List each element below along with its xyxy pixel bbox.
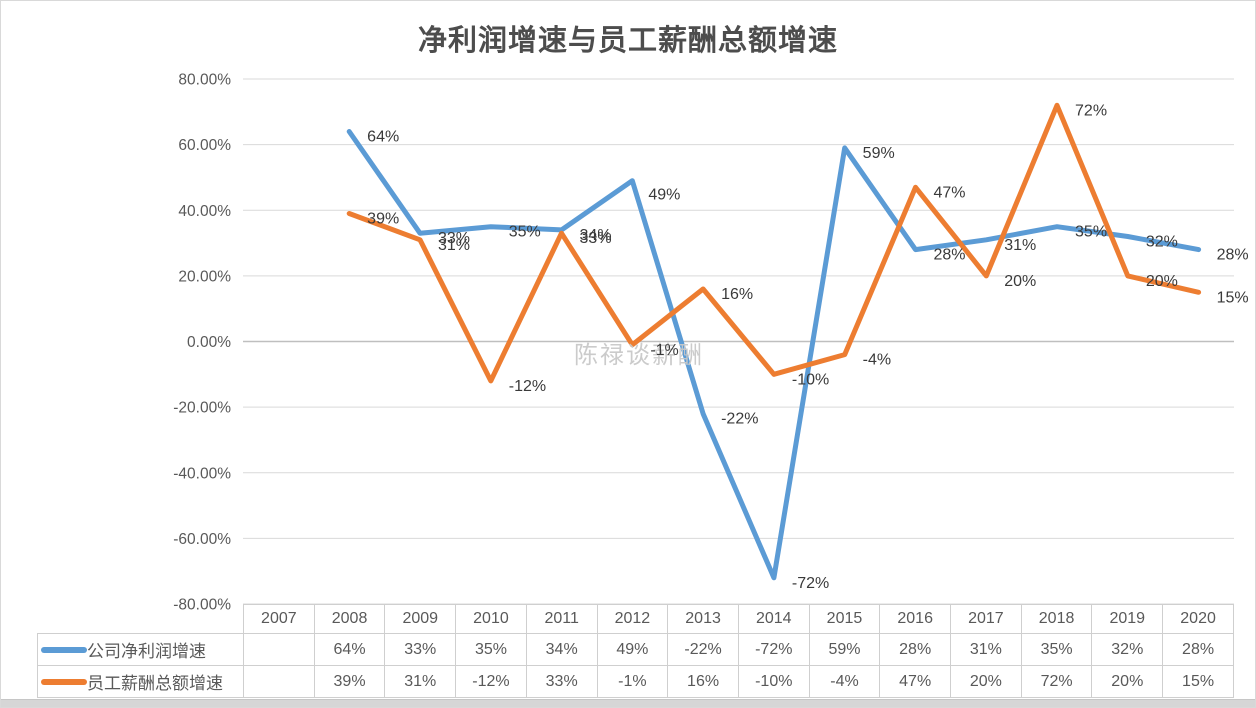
table-value-cell [243,633,315,666]
table-value-cell: 20% [950,665,1022,698]
series2-legend: 员工薪酬总额增速 [37,665,244,698]
table-value-cell: 33% [384,633,457,666]
table-value-cell: 35% [1020,633,1093,666]
data-label: 28% [933,247,965,264]
year-header-cell: 2018 [1020,604,1093,634]
table-value-cell: 32% [1091,633,1164,666]
table-value-cell: 33% [525,665,598,698]
year-header-row: 2007 2008 2009 2010 2011 2012 2013 2014 2015 2016… [38,604,1234,634]
y-axis-tick-label: 60.00% [178,137,231,154]
series2-legend-label: 员工薪酬总额增速 [87,674,223,693]
data-label: 59% [863,145,895,162]
year-header-cell: 2017 [950,604,1022,634]
y-axis-tick-label: 0.00% [187,334,231,351]
data-label: 20% [1146,273,1178,290]
data-label: -22% [721,411,758,428]
y-axis-tick-label: -40.00% [173,465,231,482]
data-label: 33% [580,230,612,247]
table-value-cell: -72% [737,633,810,666]
table-corner-cell [38,605,244,634]
data-label: 28% [1217,247,1249,264]
table-value-cell: 35% [455,633,527,666]
table-value-cell: 28% [879,633,952,666]
data-label: 16% [721,286,753,303]
table-value-cell: 31% [950,633,1022,666]
series1-legend: 公司净利润增速 [37,633,244,666]
year-header-cell: 2016 [879,604,952,634]
y-axis-tick-label: -80.00% [173,597,231,614]
table-value-cell: 15% [1162,665,1234,698]
data-label: 34% [580,227,612,244]
table-value-cell: 16% [667,665,739,698]
data-label: 35% [1075,224,1107,241]
table-value-cell: 59% [808,633,881,666]
table-value-cell: 31% [384,665,457,698]
table-value-cell: 39% [313,665,386,698]
series2-value-row: 员工薪酬总额增速 39% 31% -12% 33% -1% 16% -10% -4% 47% 20… [37,665,1234,698]
series1-legend-label: 公司净利润增速 [87,642,206,661]
table-value-cell: -10% [737,665,810,698]
table-value-cell [243,665,315,698]
year-header-cell: 2009 [384,604,457,634]
year-header-cell: 2012 [596,604,669,634]
table-value-cell: -1% [596,665,669,698]
table-value-cell: 72% [1020,665,1093,698]
series1-value-row: 公司净利润增速 64% 33% 35% 34% 49% -22% -72% 59% 28% 31%… [37,633,1234,666]
table-value-cell: -12% [455,665,527,698]
year-header-cell: 2019 [1091,604,1164,634]
series-line-2 [346,102,1202,384]
y-axis-tick-label: -60.00% [173,531,231,548]
data-label: 64% [367,129,399,146]
data-label: 32% [1146,234,1178,251]
y-axis-tick-label: 20.00% [178,268,231,285]
year-header-cell: 2013 [667,604,739,634]
data-label: 47% [933,184,965,201]
chart-title: 净利润增速与员工薪酬总额增速 [417,25,838,57]
table-value-cell: 28% [1162,633,1234,666]
data-label: 15% [1217,289,1249,306]
year-header-cell: 2011 [525,604,598,634]
year-header-cell: 2007 [243,604,315,634]
data-label: 20% [1004,273,1036,290]
table-value-cell: 64% [313,633,386,666]
data-table: 2007 2008 2009 2010 2011 2012 2013 2014 2015 2016… [37,604,1234,698]
table-value-cell: 49% [596,633,669,666]
data-label: -4% [863,352,891,369]
data-label: -10% [792,371,829,388]
data-label: 49% [648,187,680,204]
series1-line-swatch-icon [41,646,87,653]
y-axis-tick-label: 80.00% [178,72,231,89]
data-label: -1% [650,342,678,359]
year-header-cell: 2015 [808,604,881,634]
year-header-cell: 2014 [737,604,810,634]
data-label: 33% [438,230,470,247]
series2-line-swatch-icon [41,678,87,685]
data-label: 39% [367,211,399,228]
y-axis-tick-label: -20.00% [173,400,231,417]
y-axis-tick-label: 40.00% [178,203,231,220]
series-line-1 [346,129,1202,581]
table-value-cell: -22% [667,633,739,666]
data-label: 72% [1075,102,1107,119]
table-value-cell: 20% [1091,665,1164,698]
table-value-cell: 34% [525,633,598,666]
window-bottom-edge [1,699,1255,707]
table-value-cell: -4% [808,665,881,698]
table-value-cell: 47% [879,665,952,698]
line-chart-svg: 80.00% 60.00% 40.00% 20.00% 0.00% -20.00% -40.… [173,72,1249,614]
data-label: 31% [438,237,470,254]
watermark: 陈禄谈薪酬 [574,342,704,369]
data-label: -72% [792,575,829,592]
data-label: -12% [509,378,546,395]
year-header-cell: 2008 [313,604,386,634]
data-label: 35% [509,224,541,241]
year-header-cell: 2020 [1162,604,1234,634]
year-header-cell: 2010 [455,604,527,634]
data-label: 31% [1004,237,1036,254]
